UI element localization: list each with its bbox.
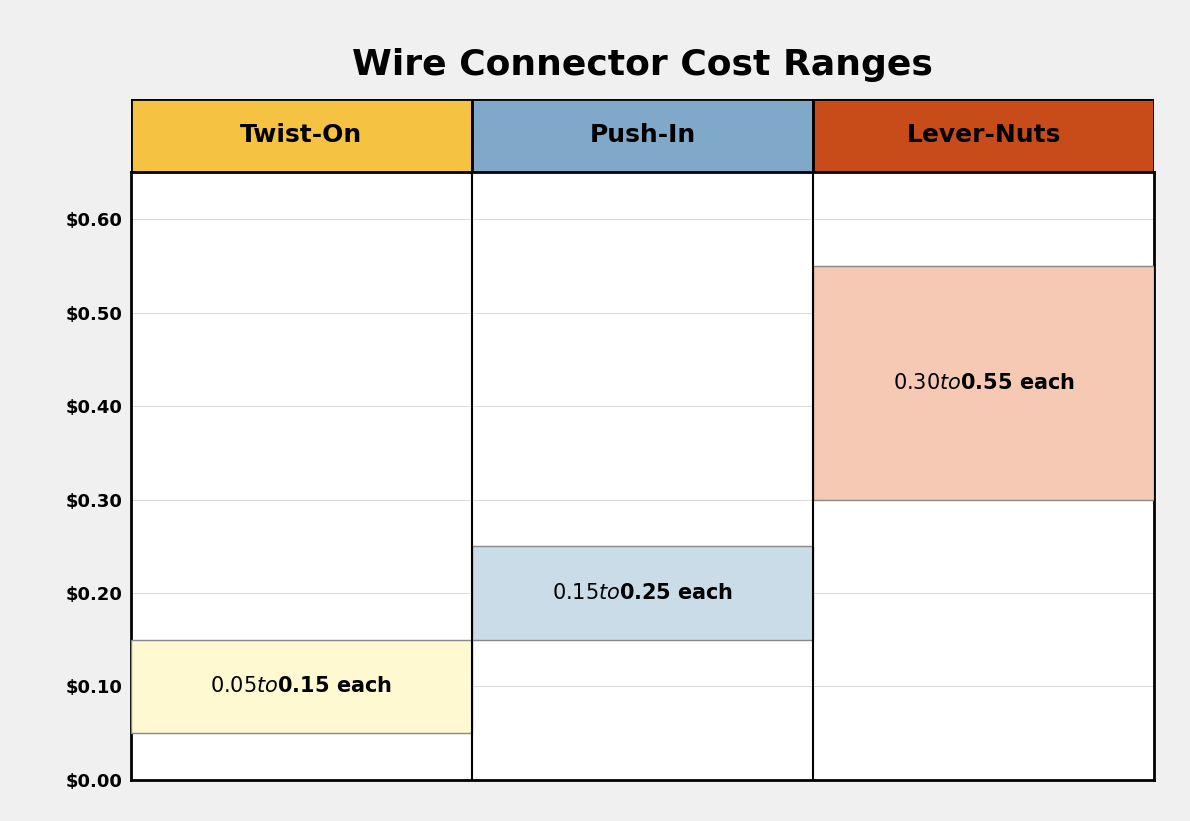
Bar [472, 99, 813, 172]
Text: Push-In: Push-In [589, 123, 696, 148]
Text: Wire Connector Cost Ranges: Wire Connector Cost Ranges [352, 48, 933, 82]
Bar [813, 99, 1154, 172]
Bar [813, 266, 1154, 499]
Text: Twist-On: Twist-On [240, 123, 363, 148]
Text: Lever-Nuts: Lever-Nuts [907, 123, 1061, 148]
Bar [131, 99, 472, 172]
Bar [131, 640, 472, 733]
Text: $0.05 to $0.15 each: $0.05 to $0.15 each [211, 677, 393, 696]
Text: $0.30 to $0.55 each: $0.30 to $0.55 each [892, 373, 1075, 392]
Text: $0.15 to $0.25 each: $0.15 to $0.25 each [552, 583, 733, 603]
Bar [472, 546, 813, 640]
